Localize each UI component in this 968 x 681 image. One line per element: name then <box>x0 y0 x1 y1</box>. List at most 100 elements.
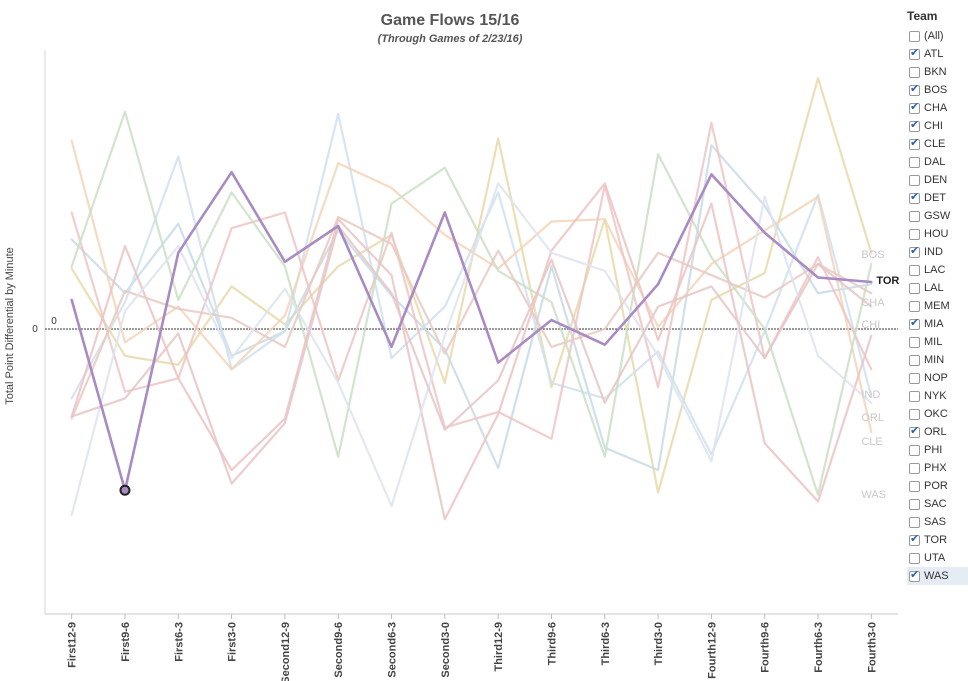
legend-item-sas[interactable]: SAS <box>907 513 968 531</box>
legend-item-label: MEM <box>924 300 950 312</box>
legend-item-label: PHX <box>924 462 947 474</box>
legend-item-label: LAL <box>924 282 944 294</box>
legend-item-label: HOU <box>924 228 949 240</box>
checkbox-icon[interactable] <box>909 46 920 60</box>
legend-item-label: CLE <box>924 138 946 150</box>
series-end-label-orl: ORL <box>861 412 884 424</box>
chart-subtitle: (Through Games of 2/23/16) <box>377 33 523 45</box>
checkbox-icon[interactable] <box>909 244 920 258</box>
checkbox-icon[interactable] <box>909 354 920 366</box>
series-line-atl <box>70 215 873 420</box>
series-end-label-ind: IND <box>861 389 880 401</box>
legend-item-was[interactable]: WAS <box>907 567 968 585</box>
checkbox-icon[interactable] <box>909 82 920 96</box>
series-end-label-bos: BOS <box>861 249 884 261</box>
legend-item-lac[interactable]: LAC <box>907 261 968 279</box>
checkbox-icon[interactable] <box>909 118 920 132</box>
checkbox-icon[interactable] <box>909 66 920 78</box>
legend-item-tor[interactable]: TOR <box>907 531 968 549</box>
x-tick-label-Second6-3: Second6-3 <box>387 622 399 678</box>
checkbox-icon[interactable] <box>909 282 920 294</box>
checkbox-icon[interactable] <box>909 300 920 312</box>
highlighted-point-marker <box>119 484 131 496</box>
legend-item-all[interactable]: (All) <box>907 27 968 45</box>
legend-item-por[interactable]: POR <box>907 477 968 495</box>
legend-item-sac[interactable]: SAC <box>907 495 968 513</box>
legend-item-hou[interactable]: HOU <box>907 225 968 243</box>
checkbox-icon[interactable] <box>909 174 920 186</box>
legend-item-mil[interactable]: MIL <box>907 333 968 351</box>
legend-item-gsw[interactable]: GSW <box>907 207 968 225</box>
x-tick-label-Fourth3-0: Fourth3-0 <box>866 622 878 673</box>
checkbox-icon[interactable] <box>909 372 920 384</box>
checkbox-icon[interactable] <box>909 100 920 114</box>
legend-item-label: GSW <box>924 210 951 222</box>
checkbox-icon[interactable] <box>909 532 920 546</box>
legend-item-ind[interactable]: IND <box>907 243 968 261</box>
checkbox-icon[interactable] <box>909 136 920 150</box>
legend-item-uta[interactable]: UTA <box>907 549 968 567</box>
team-filter-legend: Team (All) ATL BKN BOS CHA CHI CLE DAL DEN DET GSW… <box>907 9 968 585</box>
legend-item-label: NYK <box>924 390 947 402</box>
legend-item-phi[interactable]: PHI <box>907 441 968 459</box>
checkbox-icon[interactable] <box>909 568 920 582</box>
checkbox-icon[interactable] <box>909 316 920 330</box>
checkbox-icon[interactable] <box>909 228 920 240</box>
checkbox-icon[interactable] <box>909 424 920 438</box>
legend-item-den[interactable]: DEN <box>907 171 968 189</box>
game-flow-chart: 0 0 First12-9 First9-6 First6-3 First3-0 Secon… <box>32 50 899 681</box>
legend-item-label: MIA <box>924 318 944 330</box>
legend-item-cle[interactable]: CLE <box>907 135 968 153</box>
checkbox-icon[interactable] <box>909 336 920 348</box>
series-line-chi <box>70 112 873 456</box>
x-tick-label-Third3-0: Third3-0 <box>653 622 665 665</box>
legend-item-cha[interactable]: CHA <box>907 99 968 117</box>
legend-item-label: LAC <box>924 264 946 276</box>
x-tick-label-Third12-9: Third12-9 <box>493 622 505 672</box>
checkbox-icon[interactable] <box>909 408 920 420</box>
series-end-label-chi: CHI <box>861 319 880 331</box>
checkbox-icon[interactable] <box>909 390 920 402</box>
zero-label-inside: 0 <box>51 316 57 327</box>
x-tick-label-First6-3: First6-3 <box>173 622 185 662</box>
legend-item-chi[interactable]: CHI <box>907 117 968 135</box>
checkbox-icon[interactable] <box>909 264 920 276</box>
checkbox-icon[interactable] <box>909 516 920 528</box>
x-tick-label-First12-9: First12-9 <box>67 622 79 668</box>
series-end-label-cle: CLE <box>861 436 882 448</box>
legend-item-okc[interactable]: OKC <box>907 405 968 423</box>
checkbox-icon[interactable] <box>909 462 920 474</box>
x-tick-label-First9-6: First9-6 <box>120 622 132 662</box>
chart-title: Game Flows 15/16 <box>380 12 520 29</box>
legend-item-atl[interactable]: ATL <box>907 45 968 63</box>
checkbox-icon[interactable] <box>909 444 920 456</box>
legend-item-min[interactable]: MIN <box>907 351 968 369</box>
checkbox-icon[interactable] <box>909 552 920 564</box>
checkbox-icon[interactable] <box>909 156 920 168</box>
legend-item-det[interactable]: DET <box>907 189 968 207</box>
legend-item-orl[interactable]: ORL <box>907 423 968 441</box>
series-line-cha <box>70 144 873 472</box>
legend-item-mia[interactable]: MIA <box>907 315 968 333</box>
series-line-det <box>70 182 873 517</box>
legend-item-label: BKN <box>924 66 947 78</box>
legend-item-label: SAC <box>924 498 947 510</box>
legend-item-label: IND <box>924 246 943 258</box>
x-tick-label-Fourth6-3: Fourth6-3 <box>813 622 825 673</box>
legend-item-mem[interactable]: MEM <box>907 297 968 315</box>
checkbox-icon[interactable] <box>909 210 920 222</box>
x-tick-label-Fourth12-9: Fourth12-9 <box>706 622 718 679</box>
legend-item-nop[interactable]: NOP <box>907 369 968 387</box>
legend-item-label: DEN <box>924 174 948 186</box>
checkbox-icon[interactable] <box>909 480 920 492</box>
legend-item-lal[interactable]: LAL <box>907 279 968 297</box>
checkbox-icon[interactable] <box>909 498 920 510</box>
legend-item-bos[interactable]: BOS <box>907 81 968 99</box>
checkbox-icon[interactable] <box>909 30 920 42</box>
legend-item-phx[interactable]: PHX <box>907 459 968 477</box>
legend-item-dal[interactable]: DAL <box>907 153 968 171</box>
checkbox-icon[interactable] <box>909 190 920 204</box>
x-tick-label-First3-0: First3-0 <box>227 622 239 662</box>
legend-item-bkn[interactable]: BKN <box>907 63 968 81</box>
legend-item-nyk[interactable]: NYK <box>907 387 968 405</box>
